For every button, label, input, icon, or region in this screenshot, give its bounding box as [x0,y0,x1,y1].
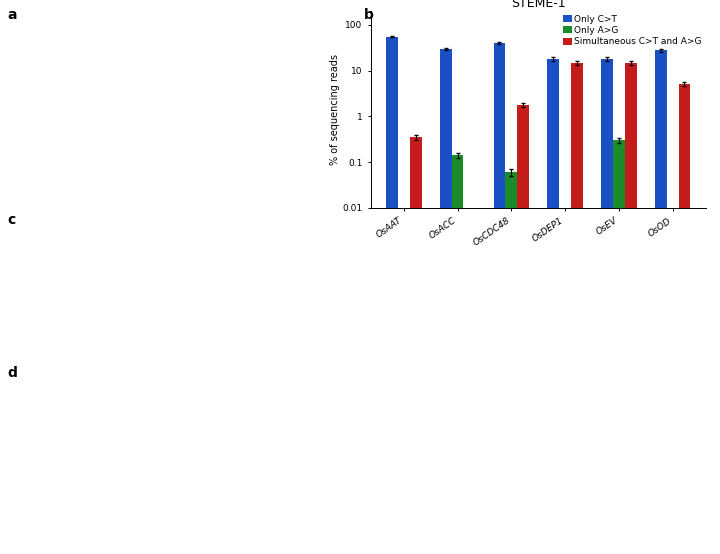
Bar [571,63,582,554]
Bar [505,172,517,554]
Bar [451,155,464,554]
Bar [386,37,398,554]
Bar [440,49,451,554]
Bar [655,50,667,554]
Text: c: c [7,213,15,227]
Bar [678,84,690,554]
Bar [613,140,625,554]
Bar [410,137,421,554]
Text: b: b [364,8,374,22]
Bar [667,391,678,554]
Bar [559,391,571,554]
Bar [601,59,613,554]
Bar [547,59,559,554]
Title: STEME-1: STEME-1 [511,0,565,10]
Bar [398,391,410,554]
Bar [517,105,529,554]
Bar [464,391,475,554]
Text: d: d [7,366,17,379]
Legend: Only C>T, Only A>G, Simultaneous C>T and A>G: Only C>T, Only A>G, Simultaneous C>T and… [561,13,703,48]
Y-axis label: % of sequencing reads: % of sequencing reads [330,54,340,165]
Bar [494,43,505,554]
Bar [625,63,636,554]
Text: a: a [7,8,17,22]
